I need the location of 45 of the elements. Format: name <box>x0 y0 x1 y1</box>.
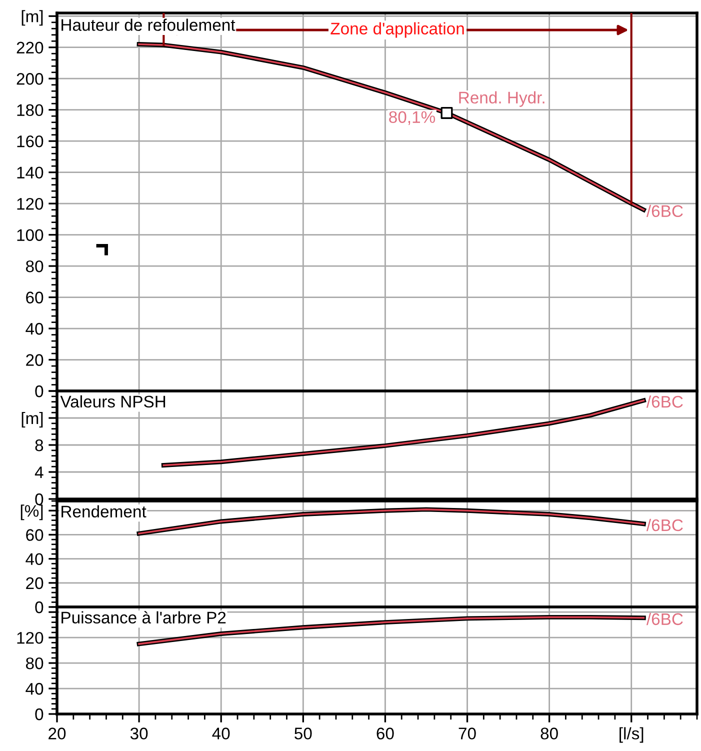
x-tick-label: 40 <box>212 728 230 740</box>
series-label: /6BC <box>646 518 683 532</box>
y-tick-label: 160 <box>17 135 44 148</box>
y-tick-label: [%] <box>20 504 43 520</box>
y-tick-label: 60 <box>26 529 44 541</box>
y-tick-label: 140 <box>17 166 44 179</box>
y-tick-label: 60 <box>26 292 44 304</box>
y-tick-label: [m] <box>22 10 43 26</box>
x-tick-label: 30 <box>130 728 148 740</box>
y-tick-label: 40 <box>26 322 44 335</box>
x-tick-label: 60 <box>376 728 394 740</box>
y-tick-label: 4 <box>34 466 44 478</box>
y-tick-label: 120 <box>17 632 44 644</box>
series-label: /6BC <box>646 204 683 218</box>
x-tick-label: 50 <box>294 728 312 740</box>
annotation: Rend. Hydr. <box>459 91 544 107</box>
y-tick-label: 0 <box>35 385 44 398</box>
y-tick-label: 8 <box>35 439 44 452</box>
annotation: 80,1% <box>389 111 436 125</box>
y-tick-label: 0 <box>35 493 44 506</box>
y-tick-label: 20 <box>26 577 44 590</box>
y-tick-label: 40 <box>26 553 44 566</box>
series-label: /6BC <box>646 612 683 626</box>
y-tick-label: 100 <box>17 229 44 242</box>
y-tick-label: 0 <box>35 601 44 614</box>
x-tick-label: 80 <box>540 728 558 740</box>
y-tick-label: 40 <box>26 682 44 695</box>
y-tick-label: 120 <box>17 198 44 210</box>
chart-title: Rendement <box>62 505 146 518</box>
y-tick-label: [m] <box>22 412 43 428</box>
x-tick-label: 70 <box>458 728 476 740</box>
chart-title: Valeurs NPSH <box>60 395 166 408</box>
y-tick-label: 0 <box>35 708 44 720</box>
series-label: /6BC <box>646 395 683 408</box>
y-tick-label: 180 <box>17 104 44 116</box>
y-tick-label: 200 <box>16 73 44 85</box>
chart-title: Hauteur de refoulement <box>62 18 236 31</box>
chart-title: Puissance à l'arbre P2 <box>62 611 226 624</box>
y-tick-label: 80 <box>26 260 44 272</box>
x-tick-label: [l/s] <box>620 727 644 743</box>
y-tick-label: 220 <box>16 42 44 54</box>
x-tick-label: 20 <box>48 728 66 740</box>
annotation: Zone d'application <box>330 22 464 38</box>
y-tick-label: 80 <box>26 657 44 670</box>
y-tick-label: 20 <box>26 354 44 366</box>
